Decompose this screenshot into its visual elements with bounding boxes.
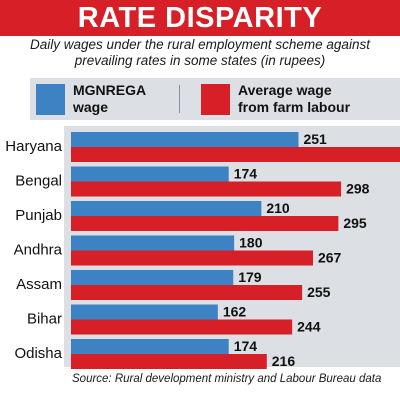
value-label: 244 (297, 319, 321, 335)
category-label: Punjab (15, 207, 62, 224)
bar-farm-labour (71, 285, 303, 300)
value-label: 251 (303, 131, 327, 147)
value-label: 298 (346, 181, 370, 197)
value-label: 295 (343, 215, 367, 231)
category-label: Odisha (14, 345, 62, 362)
value-label: 174 (234, 338, 258, 354)
bar-mgnrega (71, 235, 235, 251)
category-label: Bihar (27, 311, 62, 328)
value-label: 180 (239, 235, 263, 251)
legend-swatch-mgnrega (36, 84, 65, 115)
bar-mgnrega (71, 304, 218, 320)
bar-mgnrega (71, 339, 229, 354)
legend-divider (179, 85, 180, 113)
value-label: 179 (238, 269, 262, 285)
bar-mgnrega (71, 270, 234, 285)
bar-farm-labour (71, 354, 267, 369)
bar-farm-labour (71, 319, 293, 335)
value-label: 216 (272, 353, 296, 369)
category-label: Assam (16, 276, 62, 293)
category-label: Haryana (5, 138, 62, 155)
bar-farm-labour (71, 181, 342, 197)
category-label: Bengal (15, 173, 62, 190)
value-label: 210 (266, 200, 290, 216)
legend-swatch-farm-labour (201, 84, 230, 115)
bar-mgnrega (71, 132, 299, 147)
value-label: 174 (234, 166, 258, 182)
bar-farm-labour (71, 250, 313, 266)
category-label: Andhra (14, 242, 63, 259)
legend: MGNREGA wage Average wage from farm labo… (30, 78, 400, 120)
chart-subtitle: Daily wages under the rural employment s… (30, 37, 370, 68)
source-note: Source: Rural development ministry and L… (72, 373, 382, 385)
bar-farm-labour (71, 147, 400, 162)
legend-label-mgnrega: MGNREGA wage (73, 82, 147, 115)
legend-label-farm-labour: Average wage from farm labour (238, 82, 351, 115)
chart-title: RATE DISPARITY (0, 0, 400, 36)
value-label: 162 (223, 304, 247, 320)
bar-mgnrega (71, 201, 262, 216)
bar-farm-labour (71, 216, 339, 231)
bar-mgnrega (71, 166, 229, 182)
value-label: 255 (307, 284, 331, 300)
value-label: 267 (318, 250, 342, 266)
